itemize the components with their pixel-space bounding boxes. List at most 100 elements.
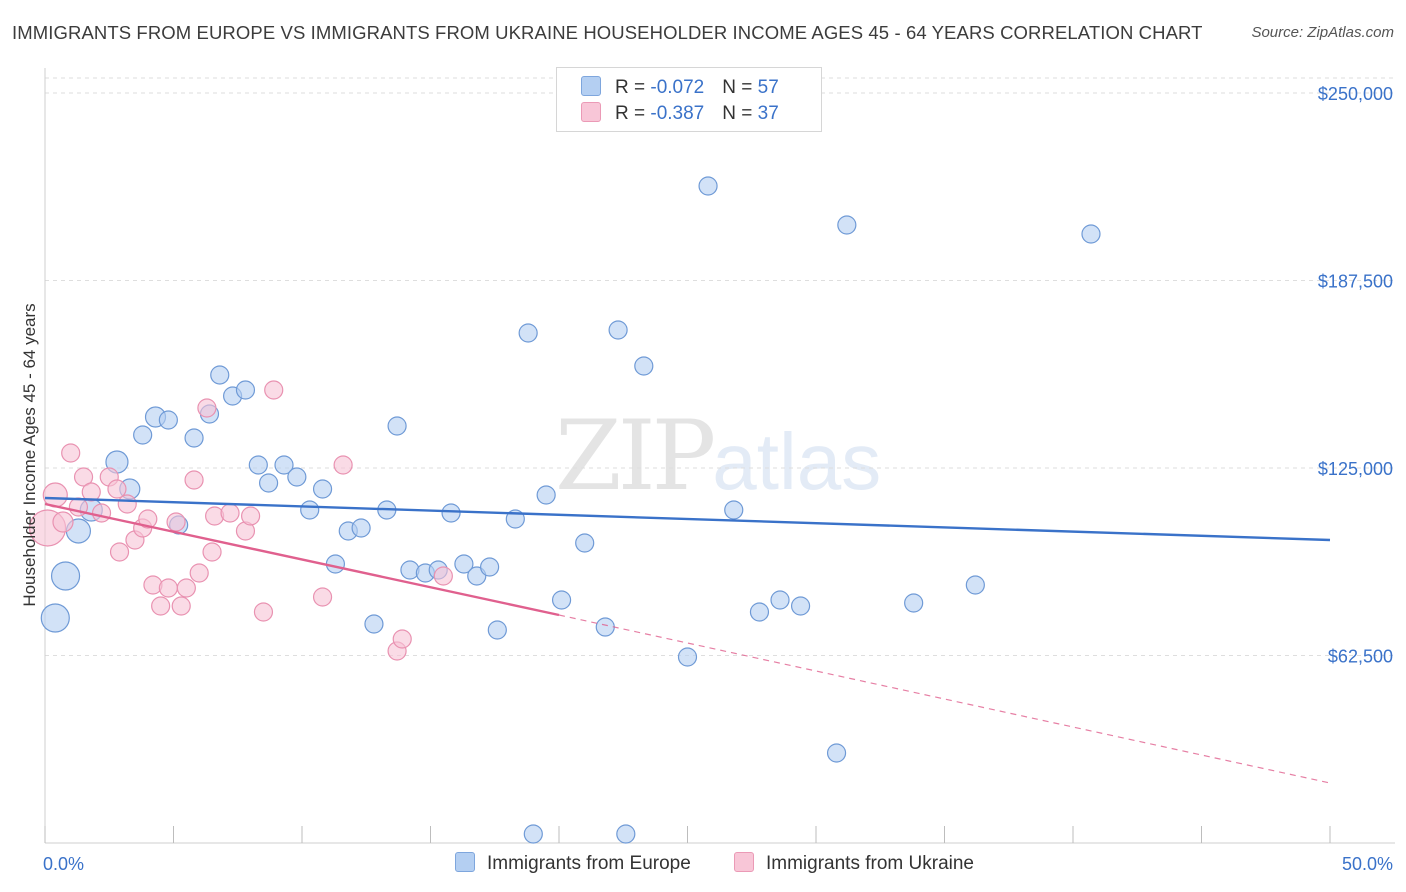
- point-ukraine: [392, 629, 412, 649]
- point-ukraine: [202, 542, 222, 562]
- point-ukraine: [151, 596, 171, 616]
- axes: [44, 68, 1395, 844]
- point-ukraine: [117, 494, 137, 514]
- point-europe: [575, 533, 595, 553]
- point-europe: [837, 215, 857, 235]
- legend-swatch-europe: [581, 76, 601, 96]
- point-ukraine: [189, 563, 209, 583]
- point-europe: [749, 602, 770, 622]
- point-europe: [133, 425, 153, 445]
- point-ukraine: [264, 380, 284, 400]
- point-europe: [312, 479, 333, 499]
- gridlines: [45, 77, 1395, 656]
- trend-line-ukraine: [44, 502, 560, 617]
- bottom-legend-label-ukraine: Immigrants from Ukraine: [766, 853, 974, 874]
- point-europe: [551, 590, 572, 610]
- point-europe: [248, 455, 268, 475]
- point-europe: [158, 410, 178, 430]
- point-europe: [387, 416, 407, 436]
- point-ukraine: [171, 596, 191, 616]
- tick-labels: $62,500 $125,000 $187,500 $250,000 0.0% 50.0%: [43, 84, 1393, 874]
- watermark-atlas: atlas: [712, 417, 882, 506]
- point-europe: [184, 428, 204, 448]
- x-tick-label: 50.0%: [1342, 854, 1393, 874]
- point-ukraine: [107, 479, 127, 499]
- bottom-legend-ukraine: Immigrants from Ukraine: [734, 852, 974, 875]
- point-ukraine: [176, 578, 196, 598]
- point-europe: [210, 365, 230, 385]
- point-europe: [698, 176, 718, 196]
- point-ukraine: [166, 512, 186, 532]
- point-europe: [724, 500, 744, 520]
- point-ukraine: [138, 509, 158, 529]
- series-ukraine-points: [28, 380, 453, 661]
- point-europe: [608, 320, 628, 340]
- point-europe: [790, 596, 811, 616]
- trend-lines: [44, 496, 1331, 784]
- point-europe: [480, 557, 500, 577]
- point-europe: [487, 620, 507, 640]
- point-europe: [351, 518, 371, 538]
- y-tick-label: $125,000: [1318, 459, 1393, 479]
- point-europe: [616, 824, 636, 844]
- point-europe: [287, 467, 307, 487]
- point-europe: [904, 593, 924, 613]
- chart-title: IMMIGRANTS FROM EUROPE VS IMMIGRANTS FRO…: [12, 22, 1203, 43]
- point-ukraine: [52, 511, 74, 533]
- x-tick-label: 0.0%: [43, 854, 84, 874]
- point-ukraine: [433, 566, 453, 586]
- point-europe: [523, 824, 543, 844]
- point-ukraine: [158, 578, 178, 598]
- bottom-legend-label-europe: Immigrants from Europe: [487, 853, 691, 874]
- point-europe: [40, 603, 70, 633]
- point-ukraine: [205, 506, 225, 526]
- legend-swatch-ukraine: [581, 102, 601, 122]
- watermark-zip: ZIP: [555, 400, 716, 512]
- legend-row-europe: R = -0.072 N = 57: [581, 76, 779, 102]
- legend-r-value: -0.387: [650, 103, 705, 124]
- correlation-legend: R = -0.072 N = 57 R = -0.387 N = 37: [556, 67, 822, 132]
- point-ukraine: [333, 455, 353, 475]
- point-ukraine: [109, 542, 130, 562]
- point-europe: [634, 356, 654, 376]
- legend-r-value: -0.072: [650, 77, 705, 98]
- y-tick-label: $250,000: [1318, 84, 1393, 104]
- y-tick-label: $62,500: [1328, 647, 1393, 667]
- legend-n-label: N =: [722, 103, 758, 124]
- legend-r-label: R =: [615, 103, 651, 124]
- legend-row-ukraine: R = -0.387 N = 37: [581, 102, 779, 128]
- point-ukraine: [312, 587, 333, 607]
- point-ukraine: [220, 503, 240, 523]
- point-europe: [826, 743, 847, 763]
- point-europe: [677, 647, 698, 667]
- point-europe: [770, 590, 790, 610]
- point-europe: [50, 561, 81, 591]
- series-europe-points: [40, 176, 1101, 844]
- point-europe: [300, 500, 320, 520]
- bottom-legend-swatch-europe: [455, 852, 475, 872]
- legend-r-label: R =: [615, 77, 651, 98]
- point-europe: [965, 575, 985, 595]
- watermark: ZIPatlas: [555, 400, 881, 512]
- source-label: Source: ZipAtlas.com: [1251, 24, 1394, 41]
- point-ukraine: [61, 443, 81, 463]
- point-ukraine: [197, 398, 217, 418]
- point-europe: [274, 455, 294, 475]
- legend-n-value: 57: [757, 77, 779, 98]
- point-europe: [518, 323, 538, 343]
- bottom-legend-swatch-ukraine: [734, 852, 754, 872]
- point-ukraine: [81, 482, 101, 502]
- point-europe: [1081, 224, 1101, 244]
- legend-n-label: N =: [722, 77, 758, 98]
- point-ukraine: [253, 602, 274, 622]
- trend-line-europe: [44, 496, 1331, 542]
- point-europe: [364, 614, 384, 634]
- point-ukraine: [184, 470, 204, 490]
- point-europe: [441, 503, 461, 523]
- point-ukraine: [91, 503, 112, 523]
- y-axis-label: Householder Income Ages 45 - 64 years: [20, 303, 39, 606]
- y-tick-label: $187,500: [1318, 272, 1393, 292]
- point-ukraine: [73, 467, 94, 487]
- point-europe: [400, 560, 420, 580]
- point-europe: [325, 554, 346, 574]
